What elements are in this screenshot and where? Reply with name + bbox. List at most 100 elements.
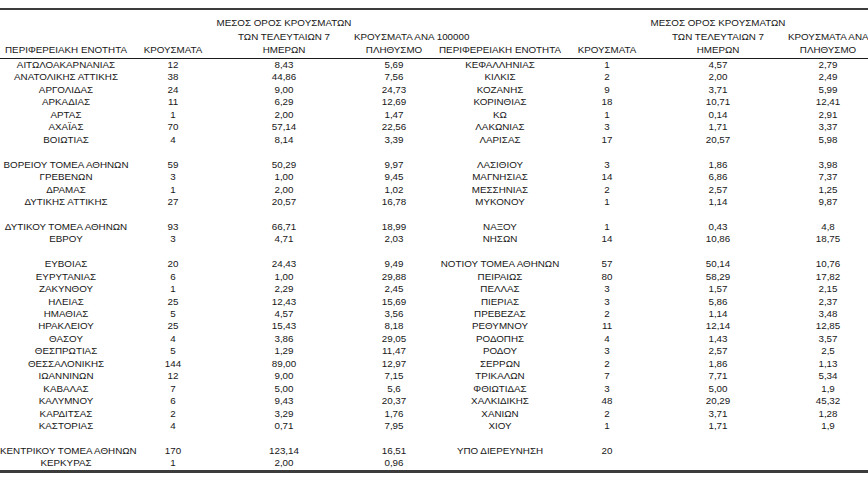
cases-cell: 1 xyxy=(132,184,214,196)
region-name-cell: ΠΕΙΡΑΙΩΣ xyxy=(434,271,566,283)
table-row: ΗΜΑΘΙΑΣ54,573,56 xyxy=(0,308,434,320)
avg7-cell: 3,86 xyxy=(214,333,354,345)
cases-cell: 3 xyxy=(566,121,648,133)
region-name-cell: ΗΜΑΘΙΑΣ xyxy=(0,308,132,320)
table-row: ΜΑΓΝΗΣΙΑΣ146,867,37 xyxy=(434,171,868,183)
region-name-cell: ΔΥΤΙΚΟΥ ΤΟΜΕΑ ΑΘΗΝΩΝ xyxy=(0,221,132,233)
region-name-cell: ΗΛΕΙΑΣ xyxy=(0,296,132,308)
cases-cell: 3 xyxy=(566,159,648,171)
avg7-cell: 1,14 xyxy=(648,308,788,320)
spacer-row xyxy=(0,146,434,158)
cases-cell: 24 xyxy=(132,84,214,96)
avg7-cell: 1,00 xyxy=(214,171,354,183)
cases-cell xyxy=(132,208,214,220)
cases-cell xyxy=(132,433,214,445)
avg7-cell: 9,00 xyxy=(214,370,354,382)
avg7-cell: 24,43 xyxy=(214,258,354,270)
table-left-header: ΠΕΡΙΦΕΡΕΙΑΚΗ ΕΝΟΤΗΤΑ ΚΡΟΥΣΜΑΤΑ ΜΕΣΟΣ ΟΡΟ… xyxy=(0,10,434,59)
table-row: ΛΑΣΙΘΙΟΥ31,863,98 xyxy=(434,159,868,171)
per100k-cell: 0,96 xyxy=(354,457,434,469)
region-name-cell: ΡΟΔΟΠΗΣ xyxy=(434,333,566,345)
table-row: ΕΥΒΟΙΑΣ2024,439,49 xyxy=(0,258,434,270)
per100k-cell: 9,45 xyxy=(354,171,434,183)
table-row: ΚΑΒΑΛΑΣ75,005,6 xyxy=(0,383,434,395)
table-row: ΑΡΚΑΔΙΑΣ116,2912,69 xyxy=(0,96,434,108)
table-row: ΦΘΙΩΤΙΔΑΣ35,001,9 xyxy=(434,383,868,395)
cases-cell xyxy=(566,246,648,258)
per100k-cell: 9,49 xyxy=(354,258,434,270)
region-name-cell: ΚΑΣΤΟΡΙΑΣ xyxy=(0,420,132,432)
avg7-cell: 8,43 xyxy=(214,59,354,72)
per100k-cell: 1,25 xyxy=(788,184,868,196)
cases-cell xyxy=(132,146,214,158)
avg7-cell: 1,43 xyxy=(648,333,788,345)
cases-cell: 25 xyxy=(132,320,214,332)
region-name-cell: ΚΩ xyxy=(434,109,566,121)
region-name-cell: ΧΑΝΙΩΝ xyxy=(434,408,566,420)
cases-cell: 170 xyxy=(132,445,214,457)
per100k-cell: 1,28 xyxy=(788,408,868,420)
table-row: ΕΒΡΟΥ34,712,03 xyxy=(0,233,434,245)
avg7-cell: 8,14 xyxy=(214,134,354,146)
table-row: ΝΗΣΩΝ1410,8618,75 xyxy=(434,233,868,245)
avg7-cell: 9,00 xyxy=(214,84,354,96)
cases-cell: 3 xyxy=(566,283,648,295)
avg7-cell: 1,29 xyxy=(214,345,354,357)
region-name-cell: ΠΡΕΒΕΖΑΣ xyxy=(434,308,566,320)
table-row: ΛΑΡΙΣΑΣ1720,575,98 xyxy=(434,134,868,146)
avg7-cell: 6,29 xyxy=(214,96,354,108)
avg7-cell: 20,29 xyxy=(648,395,788,407)
table-row: ΔΥΤΙΚΟΥ ΤΟΜΕΑ ΑΘΗΝΩΝ9366,7118,99 xyxy=(0,221,434,233)
region-name-cell: ΛΑΚΩΝΙΑΣ xyxy=(434,121,566,133)
cases-cell: 12 xyxy=(132,59,214,72)
cases-cell: 1 xyxy=(132,457,214,469)
header-per100k: ΚΡΟΥΣΜΑΤΑ ΑΝΑ 10000 ΠΛΗΘΥΣΜΟ xyxy=(788,10,868,59)
cases-cell: 5 xyxy=(132,345,214,357)
per100k-cell: 7,56 xyxy=(354,71,434,83)
avg7-cell: 2,00 xyxy=(214,109,354,121)
per100k-cell: 12,41 xyxy=(788,96,868,108)
per100k-cell: 4,8 xyxy=(788,221,868,233)
avg7-cell: 0,71 xyxy=(214,420,354,432)
avg7-cell: 5,00 xyxy=(214,383,354,395)
region-name-cell xyxy=(0,246,132,258)
cases-cell: 38 xyxy=(132,71,214,83)
spacer-row xyxy=(434,246,868,258)
per100k-cell: 7,95 xyxy=(354,420,434,432)
table-row: ΜΕΣΣΗΝΙΑΣ22,571,25 xyxy=(434,184,868,196)
table-row: ΔΥΤΙΚΗΣ ΑΤΤΙΚΗΣ2720,5716,78 xyxy=(0,196,434,208)
cases-cell: 27 xyxy=(132,196,214,208)
avg7-cell: 0,43 xyxy=(648,221,788,233)
table-row: ΚΑΣΤΟΡΙΑΣ40,717,95 xyxy=(0,420,434,432)
avg7-cell: 4,57 xyxy=(648,59,788,72)
per100k-cell: 3,48 xyxy=(788,308,868,320)
cases-cell: 18 xyxy=(566,96,648,108)
per100k-cell: 9,87 xyxy=(788,196,868,208)
region-name-cell: ΠΕΛΛΑΣ xyxy=(434,283,566,295)
per100k-cell: 9,97 xyxy=(354,159,434,171)
cases-cell xyxy=(132,246,214,258)
avg7-cell: 0,14 xyxy=(648,109,788,121)
avg7-cell xyxy=(648,445,788,457)
region-name-cell: ΓΡΕΒΕΝΩΝ xyxy=(0,171,132,183)
cases-cell: 3 xyxy=(566,383,648,395)
table-row: ΘΕΣΠΡΩΤΙΑΣ51,2911,47 xyxy=(0,345,434,357)
avg7-cell: 20,57 xyxy=(648,134,788,146)
table-row: ΑΙΤΩΛΟΑΚΑΡΝΑΝΙΑΣ128,435,69 xyxy=(0,59,434,72)
avg7-cell: 3,71 xyxy=(648,84,788,96)
avg7-cell: 6,86 xyxy=(648,171,788,183)
cases-cell: 2 xyxy=(566,308,648,320)
avg7-cell: 89,00 xyxy=(214,358,354,370)
table-row: ΚΟΖΑΝΗΣ93,715,99 xyxy=(434,84,868,96)
regional-cases-report: ΠΕΡΙΦΕΡΕΙΑΚΗ ΕΝΟΤΗΤΑ ΚΡΟΥΣΜΑΤΑ ΜΕΣΟΣ ΟΡΟ… xyxy=(0,8,868,481)
avg7-cell xyxy=(648,457,788,469)
per100k-cell: 22,56 xyxy=(354,121,434,133)
avg7-cell: 1,14 xyxy=(648,196,788,208)
per100k-cell: 3,37 xyxy=(788,121,868,133)
per100k-cell: 5,98 xyxy=(788,134,868,146)
cases-cell: 70 xyxy=(132,121,214,133)
table-row: ΡΟΔΟΠΗΣ41,433,57 xyxy=(434,333,868,345)
table-row: ΕΥΡΥΤΑΝΙΑΣ61,0029,88 xyxy=(0,271,434,283)
region-name-cell: ΝΗΣΩΝ xyxy=(434,233,566,245)
cases-cell: 7 xyxy=(132,383,214,395)
